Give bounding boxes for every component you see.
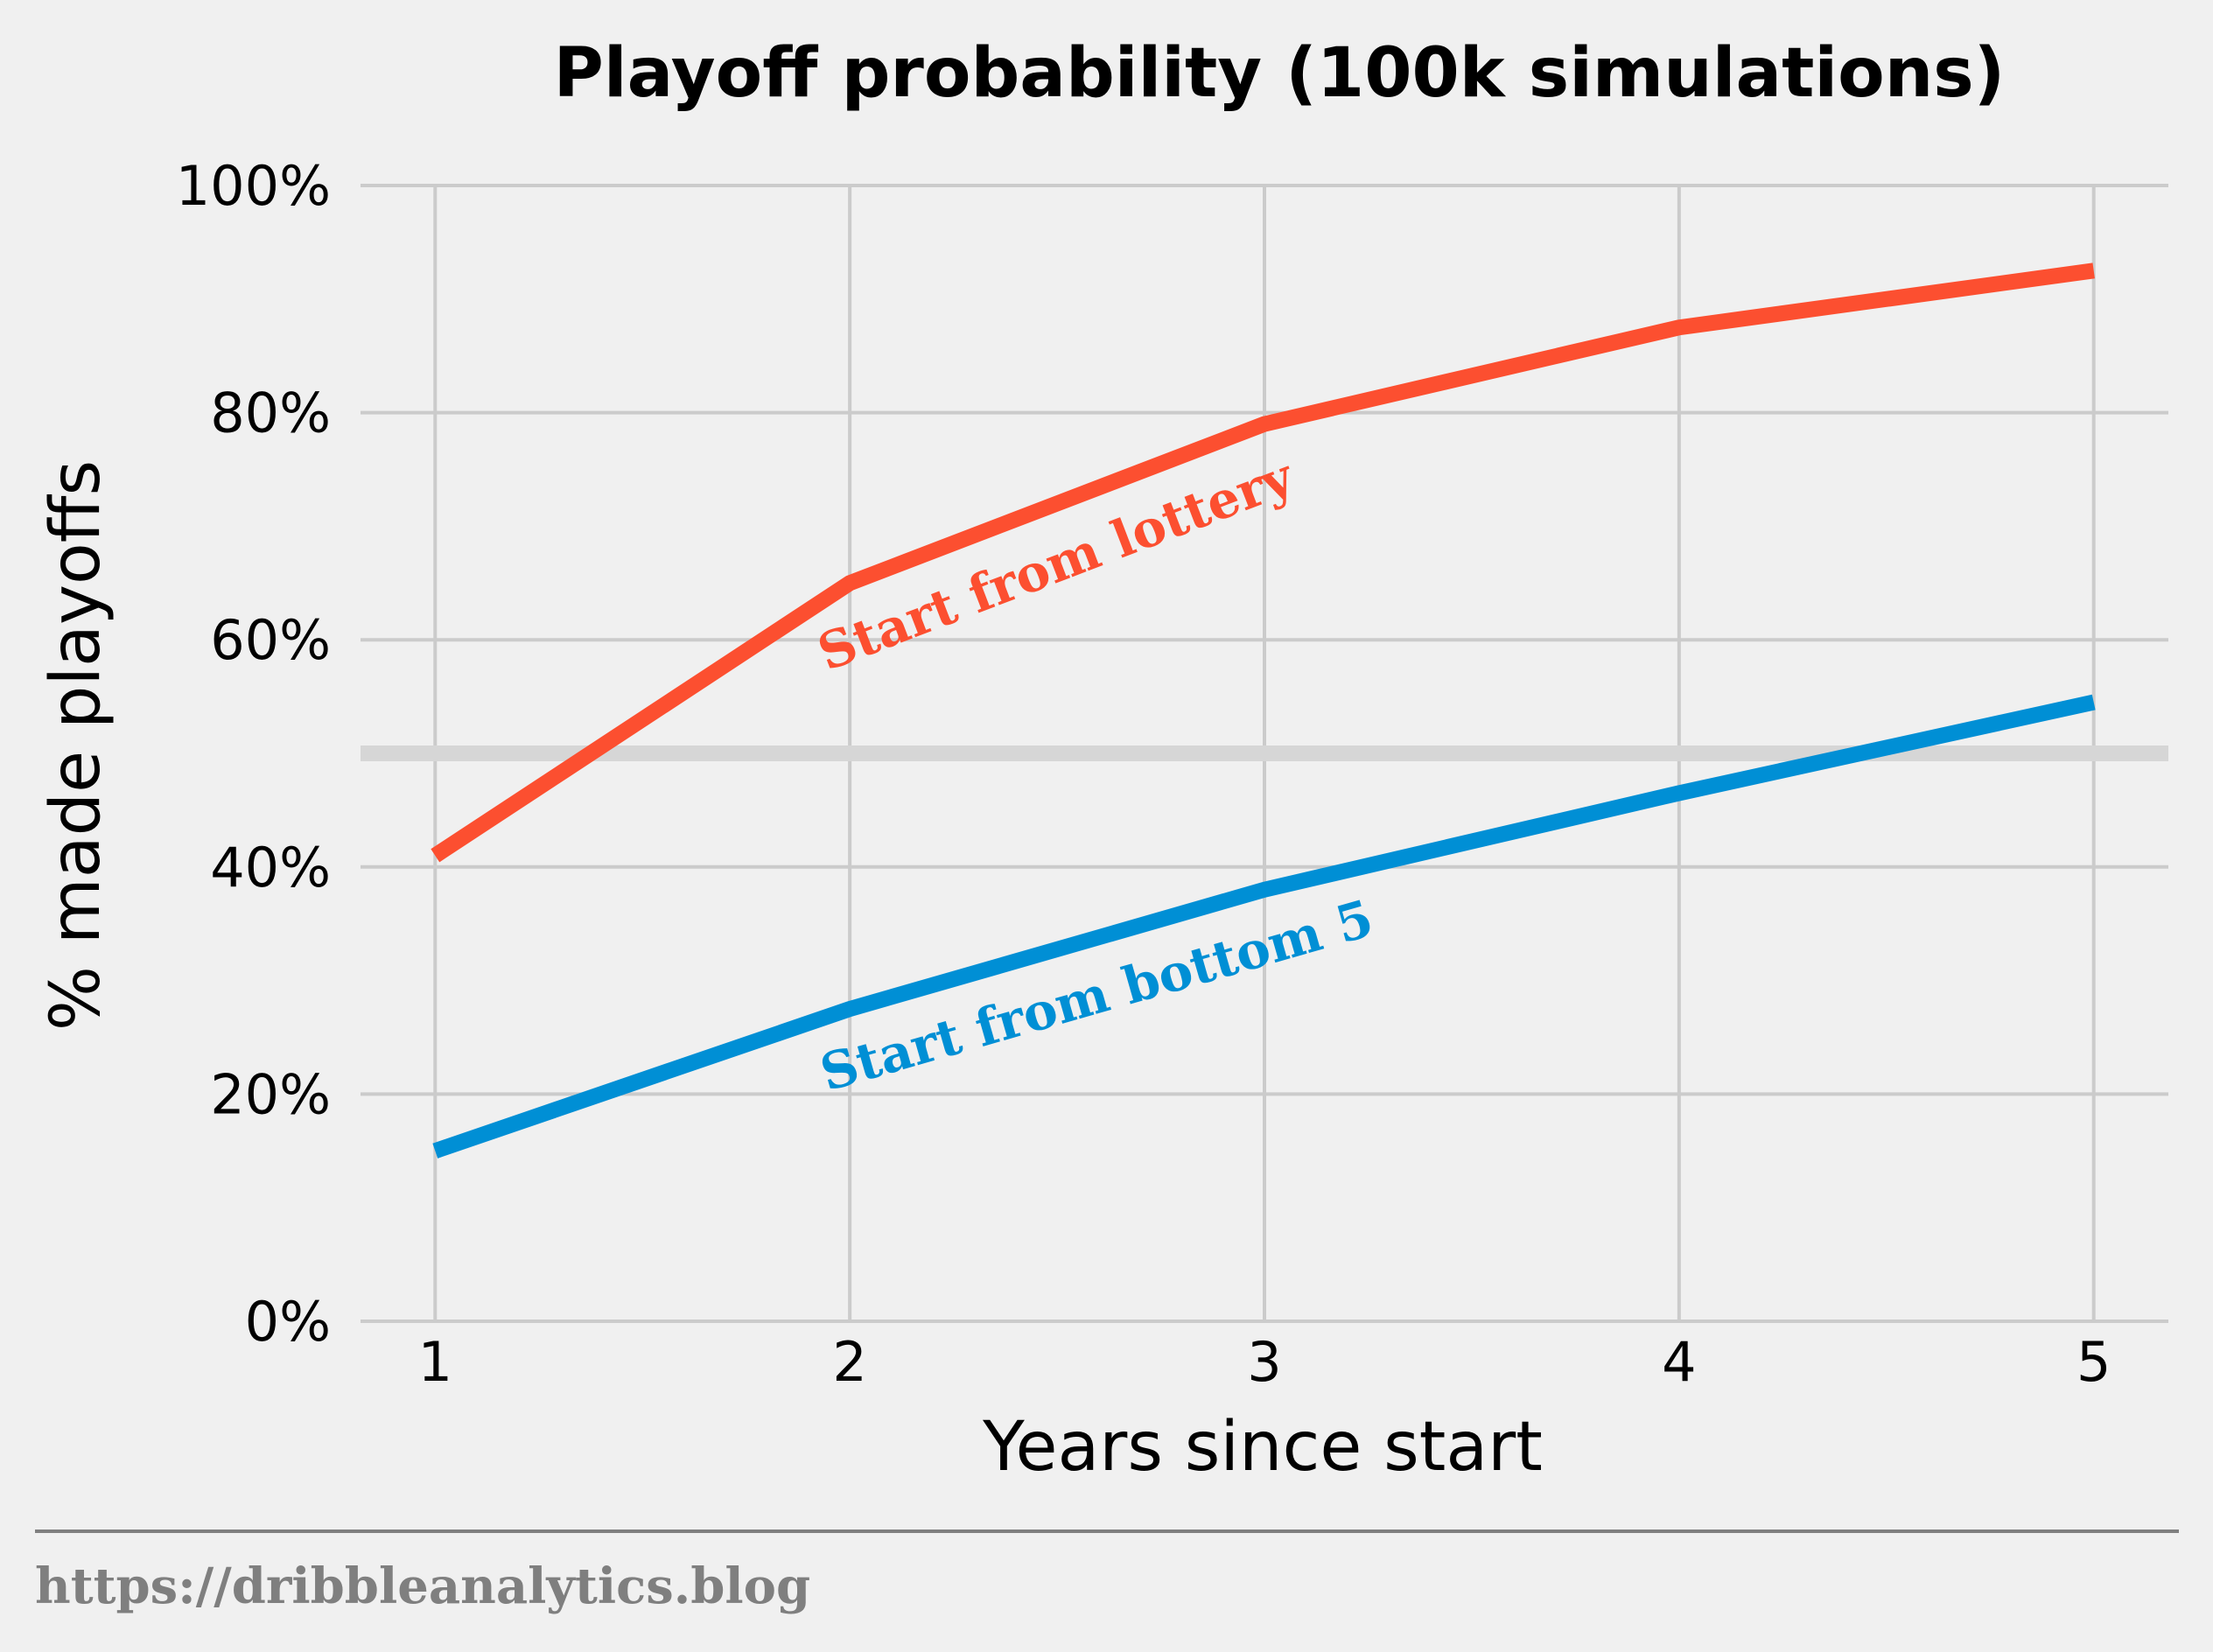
x-tick-label: 5: [2076, 1330, 2111, 1394]
x-tick-labels: 1 2 3 4 5: [418, 1330, 2111, 1394]
x-tick-label: 3: [1247, 1330, 1281, 1394]
y-tick-label: 60%: [210, 608, 331, 672]
series-group: [431, 262, 2096, 1158]
series-line-1: [432, 694, 2096, 1158]
series-line-0: [431, 262, 2095, 863]
footer-credit: https://dribbleanalytics.blog: [35, 1558, 810, 1615]
y-tick-label: 100%: [176, 154, 331, 218]
x-tick-label: 4: [1662, 1330, 1696, 1394]
y-tick-label: 20%: [210, 1062, 331, 1126]
x-tick-label: 2: [832, 1330, 866, 1394]
y-tick-label: 80%: [210, 382, 331, 445]
x-axis-label: Years since start: [982, 1408, 1543, 1487]
y-axis-label: % made playoffs: [37, 460, 116, 1031]
y-tick-label: 0%: [245, 1290, 331, 1354]
y-tick-label: 40%: [210, 836, 331, 900]
x-tick-label: 1: [418, 1330, 452, 1394]
y-tick-labels: 0% 20% 40% 60% 80% 100%: [176, 154, 331, 1354]
chart-title: Playoff probability (100k simulations): [554, 34, 2006, 113]
